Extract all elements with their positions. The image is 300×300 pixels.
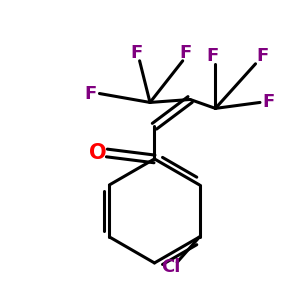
Text: Cl: Cl: [162, 258, 181, 276]
Text: F: F: [206, 47, 218, 65]
Text: F: F: [257, 47, 269, 65]
Text: F: F: [263, 93, 275, 111]
Text: F: F: [130, 44, 143, 62]
Text: F: F: [84, 85, 97, 103]
Text: F: F: [179, 44, 192, 62]
Text: O: O: [89, 143, 107, 163]
